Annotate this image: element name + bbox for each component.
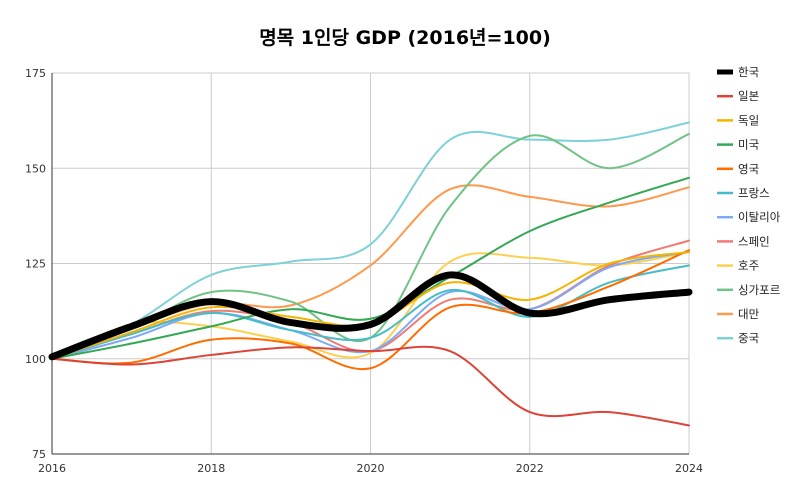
y-tick-label: 175: [25, 67, 46, 80]
series-line-2: [51, 345, 690, 427]
y-tick-label: 125: [25, 258, 46, 271]
series-line-5: [51, 249, 690, 371]
x-axis-labels: 2016 2018 2020 2022 2024: [38, 462, 703, 475]
legend-label: 호주: [738, 259, 759, 273]
grid-layer: [51, 72, 690, 455]
y-tick-label: 100: [25, 353, 46, 366]
legend-label: 중국: [738, 331, 759, 345]
x-tick-label: 2020: [357, 462, 385, 475]
legend-label: 이탈리아: [738, 210, 781, 224]
series-line-1: [48, 271, 693, 361]
legend-label: 일본: [738, 89, 759, 103]
legend-label: 한국: [738, 65, 759, 79]
x-tick-label: 2016: [38, 462, 66, 475]
y-tick-label: 75: [32, 448, 46, 461]
legend-label: 대만: [738, 307, 760, 321]
x-tick-label: 2022: [516, 462, 544, 475]
y-tick-label: 150: [25, 162, 46, 175]
series-line-6: [51, 264, 690, 360]
series-lines: [48, 121, 693, 427]
legend-label: 스페인: [738, 234, 770, 248]
legend-label: 싱가포르: [738, 283, 780, 297]
legend-label: 미국: [738, 138, 759, 152]
x-tick-label: 2024: [675, 462, 703, 475]
legend-label: 프랑스: [738, 186, 770, 200]
series-line-4: [51, 176, 690, 360]
legend-label: 영국: [738, 162, 759, 176]
series-line-12: [51, 121, 690, 360]
chart-title: 명목 1인당 GDP (2016년=100): [259, 27, 551, 49]
x-tick-label: 2018: [197, 462, 225, 475]
legend-label: 독일: [738, 113, 759, 127]
y-axis-labels: 75 100 125 150 175: [25, 67, 46, 461]
